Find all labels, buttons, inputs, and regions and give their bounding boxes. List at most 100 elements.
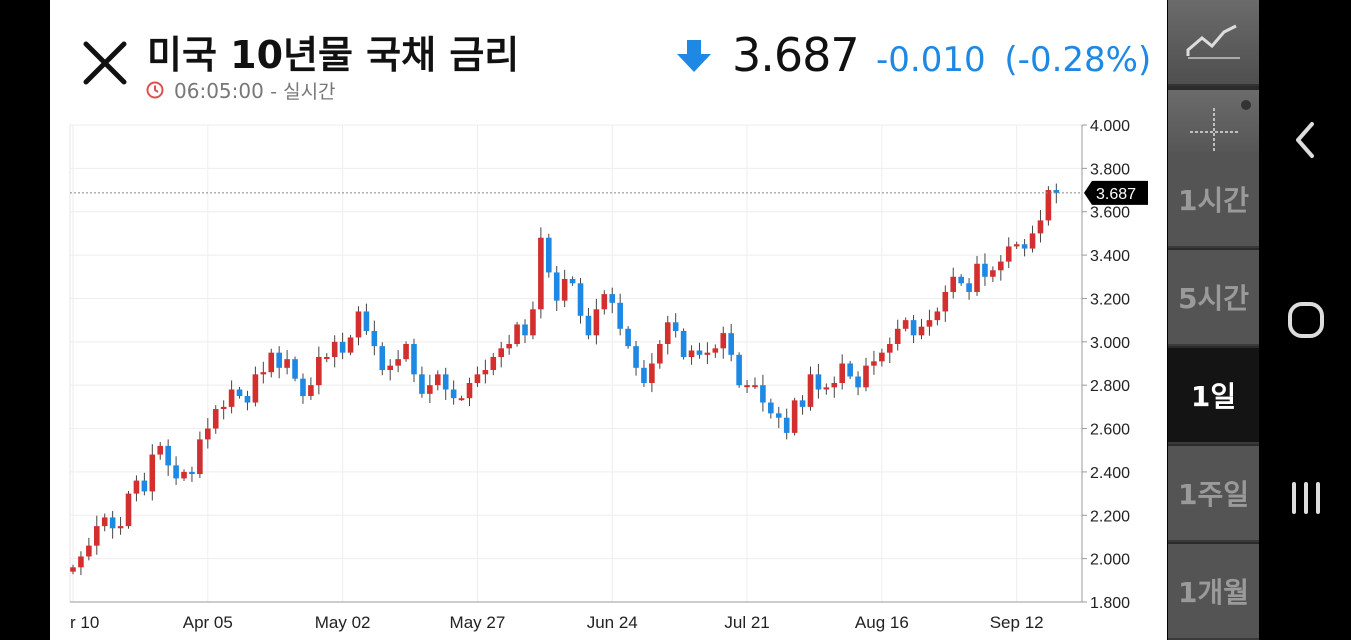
candle-up (688, 350, 695, 357)
candle-up (530, 309, 536, 336)
candle-up (657, 343, 663, 364)
home-icon[interactable] (1282, 296, 1330, 344)
candle-down (855, 376, 861, 388)
candle-down (419, 374, 425, 394)
candle-down (815, 374, 822, 390)
candle-up (561, 278, 568, 301)
candle-down (680, 330, 687, 357)
candle-down (775, 413, 782, 418)
candle-down (609, 294, 616, 303)
candle-down (339, 341, 346, 353)
y-tick-label: 4.000 (1090, 118, 1130, 135)
y-tick-label: 2.200 (1090, 508, 1130, 525)
candle-up (93, 526, 100, 546)
candle-down (728, 333, 734, 355)
candle-up (998, 261, 1004, 271)
line-chart-button[interactable] (1168, 0, 1259, 86)
candle-up (466, 383, 473, 399)
page-title: 미국 10년물 국채 금리 (147, 33, 520, 77)
y-tick-label: 3.400 (1090, 248, 1130, 265)
clock-icon (146, 81, 164, 99)
candle-down (442, 374, 449, 390)
x-tick-label: r 10 (70, 613, 99, 632)
candle-down (1021, 244, 1028, 249)
candle-up (712, 348, 719, 353)
candle-up (752, 385, 758, 388)
timeframe-1-month[interactable]: 1개월 (1168, 544, 1259, 640)
candle-down (577, 283, 584, 316)
candle-up (323, 356, 330, 359)
candle-up (474, 374, 481, 384)
system-nav-bar (1260, 0, 1351, 640)
candle-up (1013, 244, 1020, 247)
candle-up (934, 311, 941, 321)
y-tick-label: 3.800 (1090, 161, 1130, 178)
back-icon[interactable] (1282, 116, 1330, 164)
y-tick-label: 2.600 (1090, 422, 1130, 439)
x-tick-label: Jun 24 (587, 613, 638, 632)
candle-up (284, 359, 290, 368)
candle-up (482, 370, 489, 375)
candle-up (918, 326, 925, 336)
candle-up (593, 309, 600, 336)
candle-up (133, 480, 140, 494)
candle-up (1045, 190, 1052, 221)
candle-up (252, 374, 259, 403)
candle-up (791, 400, 798, 433)
timeframe-1-hour[interactable]: 1시간 (1168, 152, 1259, 248)
timeframe-1-week[interactable]: 1주일 (1168, 446, 1259, 542)
y-tick-label: 1.800 (1090, 595, 1130, 612)
update-time: 06:05:00 - 실시간 (174, 77, 336, 104)
candle-down (910, 320, 917, 336)
candle-up (331, 341, 338, 357)
candle-down (189, 471, 195, 475)
candle-up (316, 356, 322, 386)
candle-up (70, 567, 76, 572)
candle-down (958, 276, 964, 284)
candle-up (458, 398, 465, 401)
candle-down (783, 417, 790, 433)
candle-up (260, 372, 267, 375)
candle-up (197, 439, 203, 475)
close-icon[interactable] (80, 38, 130, 88)
candle-down (292, 359, 298, 379)
timeframe-label: 1일 (1190, 380, 1237, 413)
candle-up (720, 333, 727, 349)
candle-down (236, 389, 243, 397)
candle-down (760, 385, 766, 403)
candle-down (1053, 190, 1060, 193)
candle-down (982, 263, 988, 277)
timeframe-label: 1주일 (1177, 478, 1249, 511)
candle-up (308, 385, 314, 397)
candle-up (831, 383, 838, 388)
candle-up (205, 428, 211, 440)
candlestick-chart[interactable]: 4.000 3.800 3.600 3.400 3.200 3.000 2.800 2.600… (50, 100, 1167, 640)
candle-up (117, 526, 124, 529)
candle-down (165, 445, 171, 466)
candle-down (966, 283, 972, 292)
candle-up (744, 385, 750, 388)
candle-up (1005, 246, 1012, 262)
timeframe-label: 1시간 (1177, 184, 1249, 217)
y-tick-label: 2.800 (1090, 378, 1130, 395)
candle-down (141, 480, 148, 492)
timeframe-label: 5시간 (1177, 282, 1249, 315)
candle-up (268, 352, 275, 373)
candle-down (173, 465, 179, 479)
candle-up (347, 337, 354, 353)
candle-up (863, 365, 869, 388)
candle-down (522, 324, 528, 336)
candle-up (538, 237, 544, 310)
candle-up (490, 356, 497, 371)
candle-up (220, 406, 227, 410)
candle-up (212, 409, 219, 429)
current-price-label: 3.687 (1096, 186, 1136, 203)
candle-down (736, 354, 742, 386)
candle-up (149, 454, 156, 492)
chart-frame (69, 124, 1083, 603)
candle-down (546, 237, 552, 273)
indicator-dot (1241, 100, 1251, 110)
timeframe-1-day[interactable]: 1일 (1168, 348, 1259, 444)
recents-icon[interactable] (1282, 474, 1330, 522)
timeframe-5-hours[interactable]: 5시간 (1168, 250, 1259, 346)
